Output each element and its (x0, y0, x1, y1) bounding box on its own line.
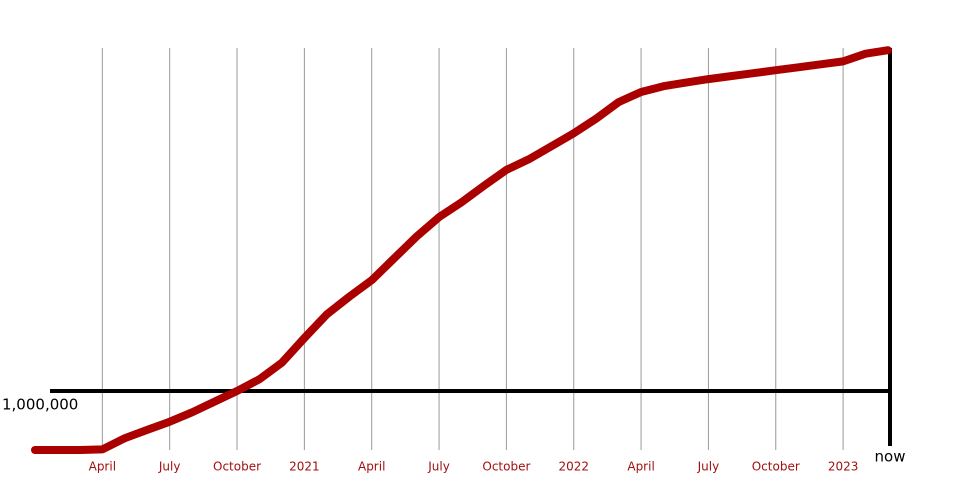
x-tick-label: July (158, 460, 181, 474)
x-tick-label: April (89, 460, 116, 474)
x-tick-label: October (213, 460, 261, 474)
x-tick-label: now (875, 448, 906, 466)
x-tick-label: October (752, 460, 800, 474)
x-tick-label: April (627, 460, 654, 474)
y-tick-label: 1,000,000 (2, 396, 78, 414)
x-tick-label: April (358, 460, 385, 474)
data-line (31, 46, 892, 454)
x-tick-label: July (427, 460, 450, 474)
x-tick-label: 2023 (828, 460, 859, 474)
x-tick-label: 2022 (558, 460, 589, 474)
x-tick-label: October (482, 460, 530, 474)
x-tick-label: 2021 (289, 460, 320, 474)
x-tick-label: July (697, 460, 720, 474)
